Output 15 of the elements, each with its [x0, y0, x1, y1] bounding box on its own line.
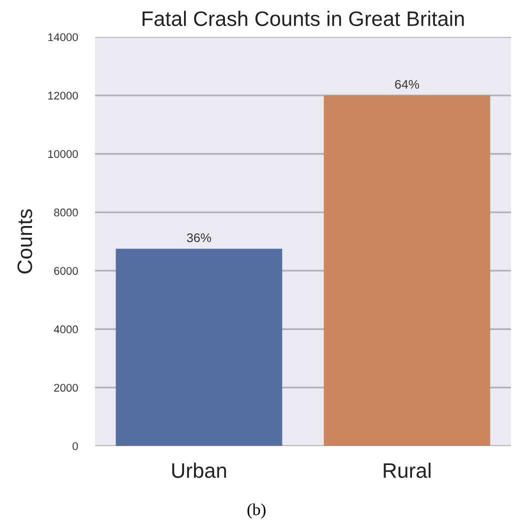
x-tick-label: Rural	[384, 462, 430, 478]
y-axis-title: Counts	[17, 209, 32, 274]
y-tick-label: 0	[72, 442, 78, 450]
y-tick-label: 14000	[48, 33, 78, 42]
annotation: 36%	[186, 233, 212, 242]
y-tick-label: 2000	[54, 384, 78, 392]
y-tick-label: 12000	[48, 92, 78, 100]
y-tick-label: 6000	[54, 266, 78, 275]
y-tick-label: 4000	[54, 325, 78, 334]
annotation: 64%	[395, 80, 420, 89]
x-tick-label: Urban	[172, 462, 226, 478]
y-tick-label: 10000	[48, 150, 78, 158]
text: (b)	[248, 504, 266, 519]
y-tick-label: 8000	[54, 208, 78, 216]
chart-title: Fatal Crash Counts in Great Britain	[142, 10, 464, 26]
